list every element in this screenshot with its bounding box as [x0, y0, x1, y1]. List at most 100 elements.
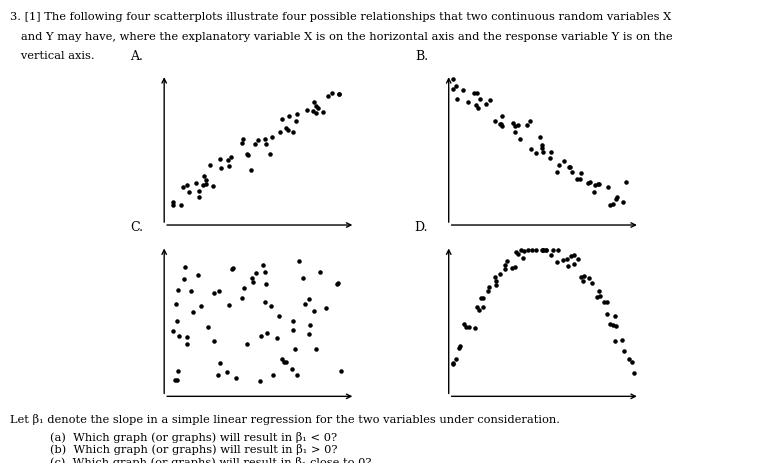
Point — [572, 256, 584, 263]
Point — [211, 371, 224, 378]
Point — [457, 86, 469, 93]
Point — [325, 89, 338, 97]
Point — [491, 278, 503, 285]
Point — [235, 294, 248, 301]
Point — [185, 287, 197, 294]
Point — [454, 342, 466, 350]
Point — [469, 324, 481, 331]
Point — [279, 358, 291, 365]
Point — [591, 181, 604, 188]
Point — [265, 133, 278, 141]
Point — [192, 187, 205, 194]
Point — [480, 100, 492, 108]
Point — [526, 247, 538, 254]
Point — [308, 307, 320, 315]
Point — [611, 194, 623, 201]
Point — [582, 180, 594, 187]
Point — [517, 255, 529, 262]
Point — [287, 129, 299, 136]
Point — [450, 82, 462, 90]
Point — [237, 135, 249, 142]
Point — [537, 148, 549, 156]
Point — [610, 322, 622, 329]
Point — [261, 329, 273, 336]
Point — [558, 157, 571, 164]
Point — [604, 321, 617, 328]
Point — [534, 134, 546, 141]
Point — [530, 149, 542, 156]
Point — [571, 175, 583, 183]
Point — [222, 156, 235, 163]
Point — [190, 180, 202, 187]
Point — [473, 306, 485, 313]
Point — [241, 151, 254, 159]
Point — [225, 153, 238, 161]
Point — [494, 270, 507, 277]
Point — [615, 336, 628, 343]
Point — [247, 278, 259, 285]
Point — [622, 355, 634, 362]
Point — [540, 247, 552, 254]
Point — [501, 257, 513, 265]
Point — [204, 162, 216, 169]
Point — [551, 168, 564, 175]
Point — [213, 287, 225, 294]
Point — [265, 303, 278, 310]
Point — [476, 304, 488, 311]
Point — [250, 269, 262, 277]
Point — [274, 129, 286, 136]
Point — [563, 163, 575, 171]
Point — [495, 120, 508, 127]
Point — [296, 274, 308, 282]
Point — [564, 253, 577, 260]
Point — [223, 301, 235, 309]
Point — [450, 355, 462, 363]
Point — [510, 248, 522, 256]
Point — [258, 135, 271, 143]
Point — [568, 251, 581, 258]
Point — [167, 201, 179, 209]
Point — [483, 283, 495, 290]
Point — [182, 189, 195, 196]
Point — [221, 368, 233, 375]
Point — [489, 118, 501, 125]
Point — [251, 136, 264, 144]
Point — [332, 279, 345, 287]
Point — [170, 300, 182, 308]
Point — [291, 371, 303, 379]
Point — [536, 144, 548, 152]
Point — [496, 123, 508, 130]
Point — [477, 294, 489, 302]
Point — [496, 112, 508, 119]
Point — [278, 358, 290, 366]
Point — [471, 105, 484, 112]
Point — [245, 167, 257, 174]
Point — [574, 169, 587, 177]
Point — [171, 376, 183, 384]
Point — [168, 377, 181, 384]
Point — [548, 247, 560, 254]
Point — [312, 104, 325, 112]
Text: vertical axis.: vertical axis. — [10, 51, 95, 61]
Point — [248, 140, 261, 147]
Point — [259, 299, 271, 306]
Point — [223, 162, 235, 169]
Point — [620, 179, 632, 186]
Text: B.: B. — [414, 50, 428, 63]
Point — [260, 281, 272, 288]
Point — [310, 109, 322, 117]
Point — [255, 377, 267, 385]
Point — [207, 182, 219, 189]
Point — [512, 121, 524, 128]
Point — [474, 95, 486, 103]
Point — [179, 264, 191, 271]
Point — [208, 338, 220, 345]
Point — [447, 360, 459, 368]
Point — [260, 141, 272, 148]
Point — [226, 265, 238, 272]
Point — [468, 89, 480, 97]
Point — [271, 334, 283, 341]
Point — [200, 177, 212, 184]
Point — [524, 118, 537, 125]
Point — [591, 293, 604, 300]
